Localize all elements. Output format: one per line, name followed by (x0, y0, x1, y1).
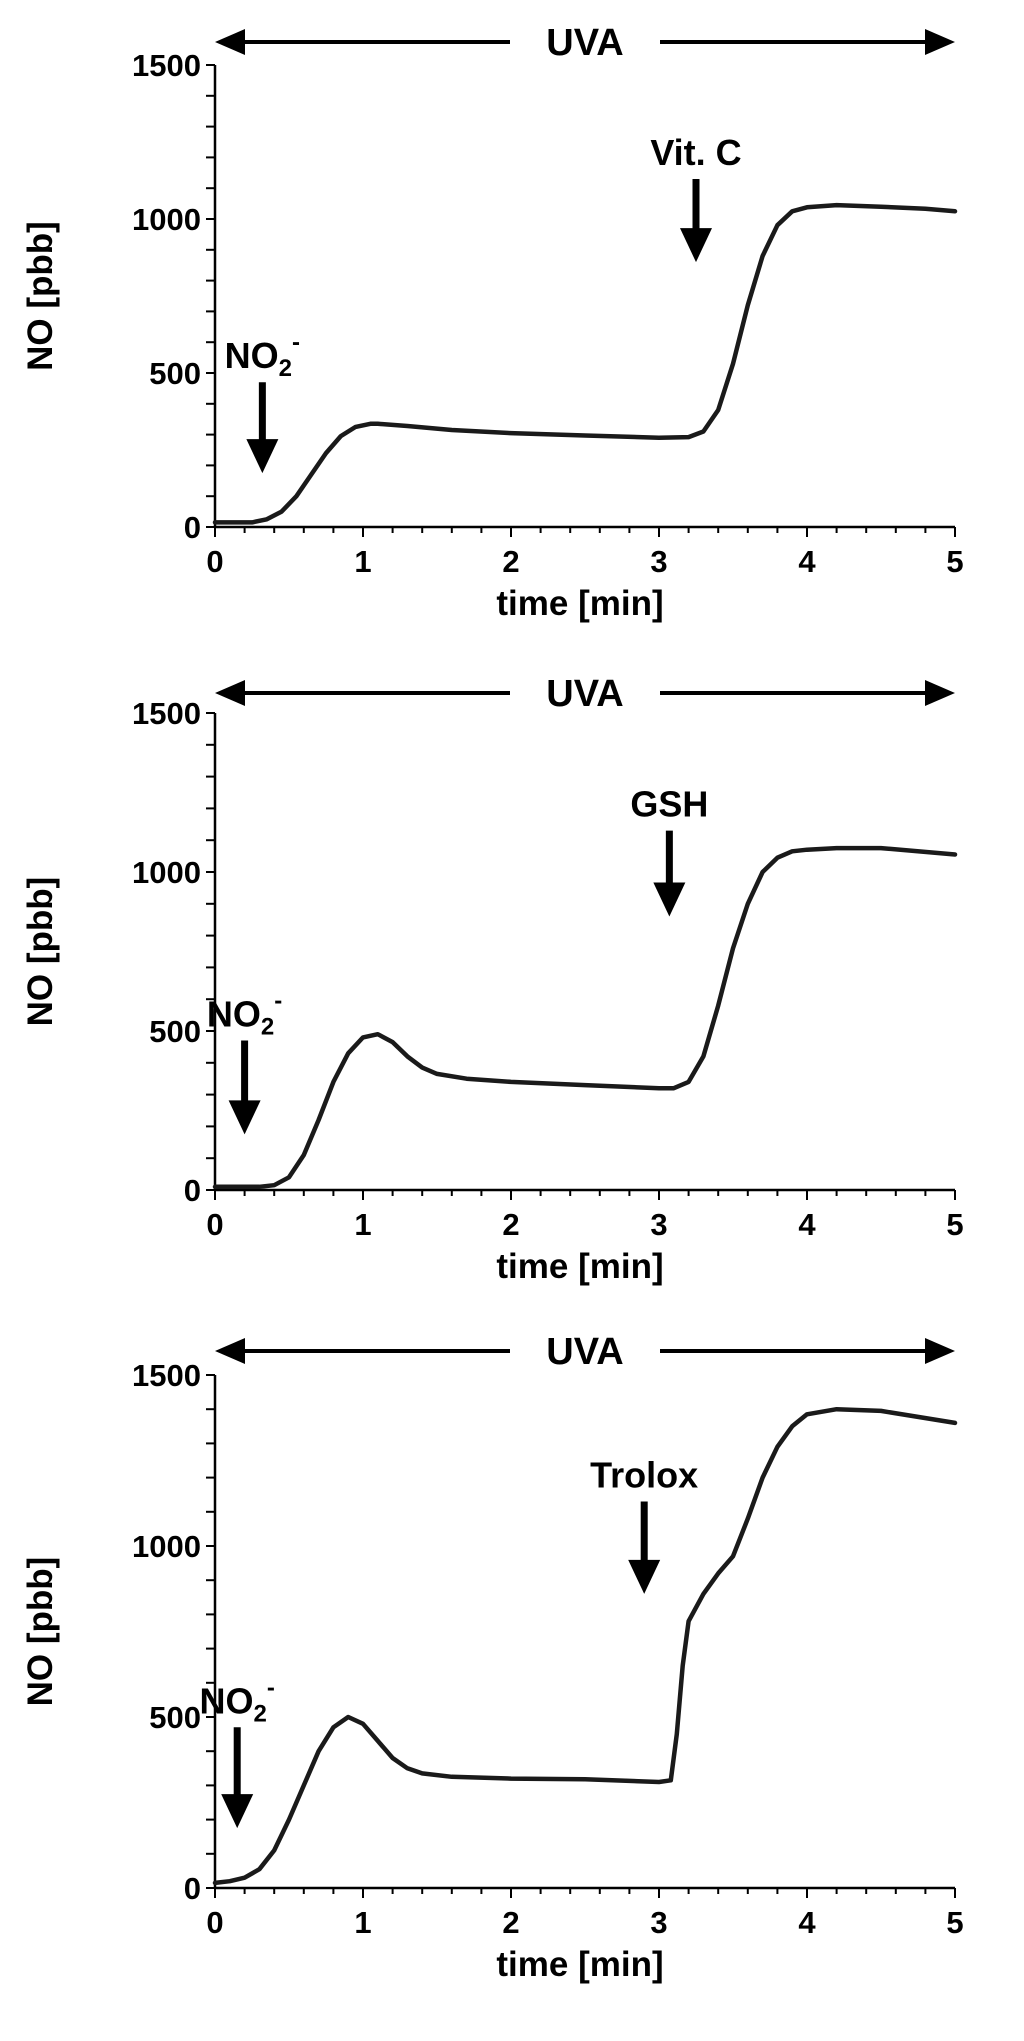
annotation-arrow-head (246, 439, 279, 474)
y-tick-label: 1000 (132, 1529, 201, 1564)
y-tick-label: 1000 (132, 202, 201, 237)
x-tick-label: 1 (354, 1905, 371, 1940)
x-tick-label: 3 (650, 1207, 667, 1242)
uva-banner-label: UVA (546, 1331, 623, 1373)
x-axis-title: time [min] (496, 1945, 663, 1984)
x-tick-label: 5 (946, 1905, 963, 1940)
y-tick-label: 500 (149, 1700, 201, 1735)
y-tick-label: 1500 (132, 1358, 201, 1393)
annotation-label: NO2- (207, 988, 282, 1041)
annotation-arrow-head (221, 1794, 254, 1829)
y-tick-label: 500 (149, 1014, 201, 1049)
uva-arrow-left-head (215, 29, 245, 55)
annotation-arrow-head (680, 228, 712, 263)
y-tick-label: 0 (184, 1173, 201, 1208)
x-tick-label: 4 (798, 544, 816, 579)
uva-banner-label: UVA (546, 22, 623, 64)
x-tick-label: 4 (798, 1207, 816, 1242)
annotation-label: NO2- (200, 1674, 275, 1727)
uva-arrow-right-head (925, 29, 955, 55)
y-axis-title: NO [pbb] (21, 877, 60, 1027)
y-tick-label: 1500 (132, 696, 201, 731)
uva-banner-label: UVA (546, 673, 623, 715)
uva-arrow-right-head (925, 680, 955, 706)
y-tick-label: 1000 (132, 855, 201, 890)
x-tick-label: 0 (206, 1207, 223, 1242)
x-axis-title: time [min] (496, 584, 663, 623)
x-tick-label: 3 (650, 544, 667, 579)
x-tick-label: 2 (502, 1207, 519, 1242)
y-tick-label: 0 (184, 510, 201, 545)
x-tick-label: 0 (206, 1905, 223, 1940)
chart-panel-2: 0 500 1000 1500 0 1 2 3 4 5 time [min] NO [pbb] UVA N… (21, 673, 964, 1286)
chart-panel-1: 0 500 1000 1500 0 1 2 3 4 5 time [min] NO [pbb] UVA N… (21, 22, 964, 623)
uva-arrow-left-head (215, 680, 245, 706)
x-tick-label: 1 (354, 1207, 371, 1242)
annotation-arrow-head (653, 882, 686, 917)
series-line (212, 1406, 958, 1886)
uva-arrow-left-head (215, 1338, 245, 1364)
y-tick-label: 500 (149, 356, 201, 391)
x-tick-label: 2 (502, 1905, 519, 1940)
chart-panel-3: 0 500 1000 1500 0 1 2 3 4 5 time [min] NO [pbb] UVA N… (21, 1331, 964, 1984)
series-line (212, 845, 958, 1190)
annotation-label: NO2- (225, 329, 300, 382)
annotation-arrow-head (228, 1100, 261, 1135)
x-tick-label: 4 (798, 1905, 816, 1940)
x-tick-label: 2 (502, 544, 519, 579)
series-line (212, 202, 958, 525)
y-axis-title: NO [pbb] (21, 221, 60, 371)
x-tick-label: 0 (206, 544, 223, 579)
x-tick-label: 3 (650, 1905, 667, 1940)
x-axis-title: time [min] (496, 1247, 663, 1286)
x-tick-label: 5 (946, 544, 963, 579)
uva-arrow-right-head (925, 1338, 955, 1364)
y-tick-label: 0 (184, 1871, 201, 1906)
x-tick-label: 5 (946, 1207, 963, 1242)
y-tick-label: 1500 (132, 48, 201, 83)
annotation-label: GSH (630, 784, 708, 825)
annotation-label: Vit. C (650, 132, 741, 173)
y-axis-title: NO [pbb] (21, 1557, 60, 1707)
annotation-label: Trolox (590, 1455, 698, 1496)
annotation-arrow-head (628, 1559, 661, 1594)
x-tick-label: 1 (354, 544, 371, 579)
